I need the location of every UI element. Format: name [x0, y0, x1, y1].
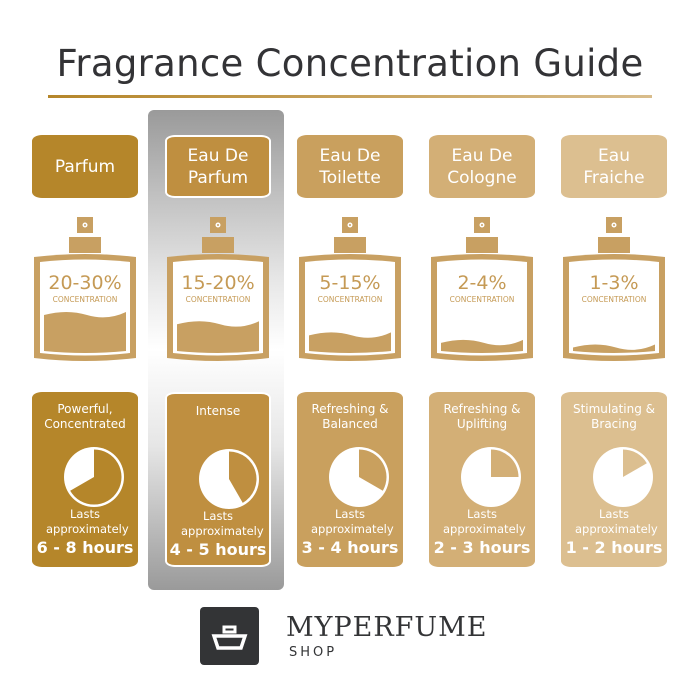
type-header: Eau Fraiche: [561, 135, 667, 198]
bottle-icon: [431, 217, 533, 361]
liquid-level: [441, 339, 523, 353]
clock-pie-icon: [461, 447, 521, 507]
type-name: Eau De Cologne: [447, 145, 517, 188]
elapsed-wedge: [70, 449, 122, 505]
concentration-label: CONCENTRATION: [449, 295, 515, 304]
type-header: Parfum: [32, 135, 138, 198]
bottle-icon: [563, 217, 665, 361]
concentration-value: 2-4%: [457, 272, 507, 294]
lasts-label: Lasts approximately: [443, 507, 526, 536]
type-name: Eau Fraiche: [583, 145, 645, 188]
bottle-icon: [167, 217, 269, 361]
lasts-label: Lasts approximately: [181, 509, 264, 538]
clock-pie-icon: [329, 447, 389, 507]
type-description: Intense: [195, 404, 241, 418]
perfume-bottle-logo-icon: [211, 625, 248, 650]
type-header: Eau De Parfum: [165, 135, 271, 198]
liquid-level: [177, 321, 259, 353]
concentration-value: 15-20%: [181, 272, 255, 294]
clock-pie-icon: [593, 447, 653, 507]
duration-hours: 2 - 3 hours: [433, 538, 531, 557]
bottle-icon: [34, 217, 136, 361]
longevity-card: Powerful, Concentrated Lasts approximate…: [32, 392, 138, 567]
concentration-value: 1-3%: [589, 272, 639, 294]
lasts-label: Lasts approximately: [575, 507, 658, 536]
liquid-level: [309, 332, 391, 353]
title-underline: [48, 95, 652, 98]
duration-hours: 1 - 2 hours: [565, 538, 663, 557]
liquid-level: [44, 311, 126, 353]
type-name: Eau De Parfum: [187, 145, 249, 188]
page-title: Fragrance Concentration Guide: [56, 42, 644, 85]
concentration-label: CONCENTRATION: [581, 295, 647, 304]
elapsed-wedge: [623, 449, 647, 477]
duration-hours: 6 - 8 hours: [36, 538, 134, 557]
lasts-label: Lasts approximately: [311, 507, 394, 536]
concentration-value: 20-30%: [48, 272, 122, 294]
longevity-card: Intense Lasts approximately 4 - 5 hours: [165, 392, 271, 567]
longevity-card: Refreshing & Uplifting Lasts approximate…: [429, 392, 535, 567]
clock-pie-icon: [64, 447, 124, 507]
brand-name: MYPERFUME: [286, 612, 488, 643]
type-header: Eau De Cologne: [429, 135, 535, 198]
longevity-card: Stimulating & Bracing Lasts approximatel…: [561, 392, 667, 567]
concentration-label: CONCENTRATION: [52, 295, 118, 304]
duration-hours: 3 - 4 hours: [301, 538, 399, 557]
brand-sub: SHOP: [289, 645, 338, 660]
clock-pie-icon: [199, 449, 259, 509]
concentration-label: CONCENTRATION: [185, 295, 251, 304]
bottle-icon: [299, 217, 401, 361]
longevity-card: Refreshing & Balanced Lasts approximatel…: [297, 392, 403, 567]
elapsed-wedge: [359, 449, 387, 491]
type-description: Stimulating & Bracing: [572, 402, 656, 431]
lasts-label: Lasts approximately: [46, 507, 129, 536]
concentration-value: 5-15%: [319, 272, 381, 294]
liquid-level: [573, 344, 655, 353]
type-name: Eau De Toilette: [319, 145, 381, 188]
concentration-label: CONCENTRATION: [317, 295, 383, 304]
type-description: Refreshing & Balanced: [311, 402, 389, 431]
type-description: Refreshing & Uplifting: [443, 402, 521, 431]
brand-logo: [200, 607, 259, 665]
elapsed-wedge: [491, 449, 519, 477]
elapsed-wedge: [229, 451, 257, 503]
type-header: Eau De Toilette: [297, 135, 403, 198]
duration-hours: 4 - 5 hours: [169, 540, 267, 559]
type-description: Powerful, Concentrated: [44, 402, 126, 431]
type-name: Parfum: [54, 156, 116, 177]
